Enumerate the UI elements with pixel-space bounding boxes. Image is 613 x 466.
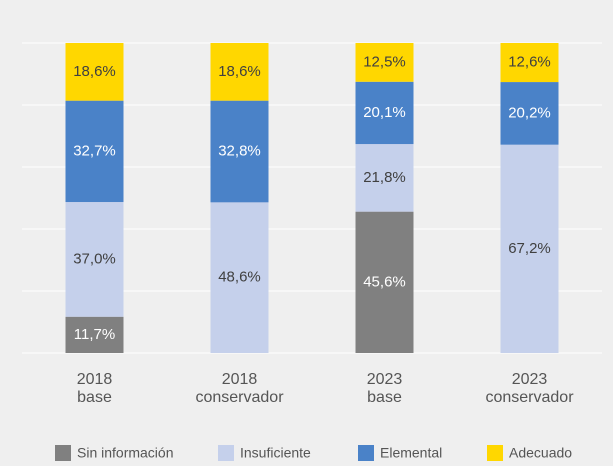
- value-label: 20,2%: [508, 104, 551, 121]
- x-tick-label: 2023: [367, 371, 403, 388]
- value-label: 45,6%: [363, 273, 406, 290]
- legend-label: Sin información: [77, 445, 174, 461]
- value-label: 37,0%: [73, 250, 116, 267]
- x-tick-label: conservador: [485, 389, 574, 406]
- bar-segment: [210, 43, 269, 101]
- value-label: 32,7%: [73, 142, 116, 159]
- bar-segment: [355, 81, 414, 145]
- value-label: 18,6%: [73, 63, 116, 80]
- bar-segment: [355, 43, 414, 82]
- legend-label: Adecuado: [509, 445, 572, 461]
- value-label: 48,6%: [218, 269, 261, 286]
- value-label: 18,6%: [218, 63, 261, 80]
- legend-label: Insuficiente: [240, 445, 311, 461]
- value-label: 12,5%: [363, 53, 406, 70]
- x-tick-label: 2018: [77, 371, 113, 388]
- bar-segment: [210, 202, 269, 353]
- x-tick-label: base: [367, 389, 402, 406]
- bar-segment: [355, 211, 414, 353]
- value-label: 21,8%: [363, 169, 406, 186]
- bar-segment: [500, 43, 559, 83]
- bar-segment: [500, 144, 559, 353]
- bar-segment: [65, 202, 124, 317]
- bar-segment: [500, 82, 559, 145]
- bar-segment: [65, 43, 124, 101]
- legend-swatch: [55, 445, 71, 461]
- value-label: 32,8%: [218, 142, 261, 159]
- legend-label: Elemental: [380, 445, 442, 461]
- value-label: 20,1%: [363, 104, 406, 121]
- value-label: 11,7%: [74, 326, 115, 343]
- value-label: 67,2%: [508, 240, 551, 257]
- bar-segment: [210, 100, 269, 203]
- bar-segment: [355, 144, 414, 212]
- x-tick-label: 2018: [222, 371, 258, 388]
- x-tick-label: conservador: [195, 389, 284, 406]
- x-tick-label: 2023: [512, 371, 548, 388]
- legend-swatch: [218, 445, 234, 461]
- legend-swatch: [358, 445, 374, 461]
- value-label: 12,6%: [508, 53, 551, 70]
- x-tick-label: base: [77, 389, 112, 406]
- legend-swatch: [487, 445, 503, 461]
- bar-segment: [65, 100, 124, 203]
- bar-segment: [65, 316, 124, 353]
